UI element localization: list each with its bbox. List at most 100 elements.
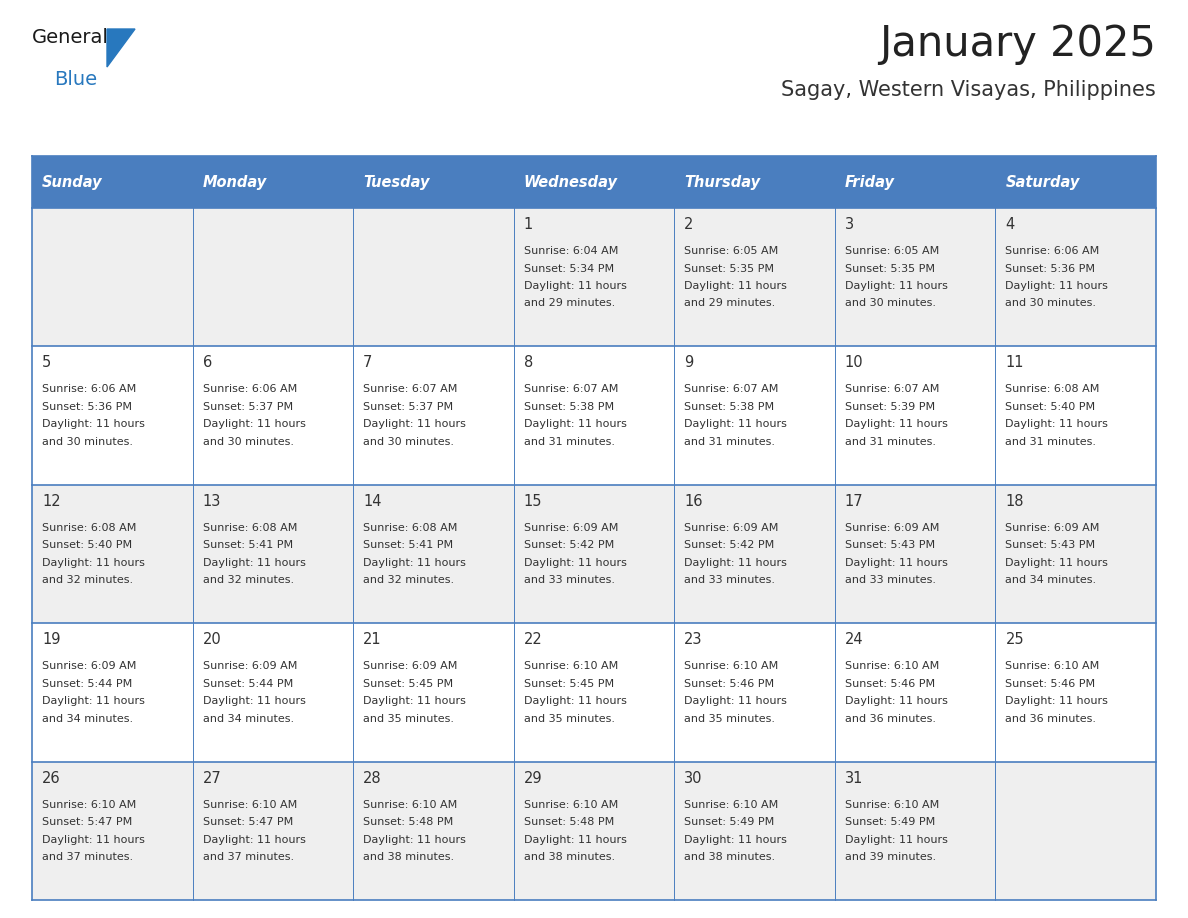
Bar xyxy=(835,156,996,208)
Text: Sunset: 5:41 PM: Sunset: 5:41 PM xyxy=(203,541,292,550)
Text: Sunrise: 6:09 AM: Sunrise: 6:09 AM xyxy=(524,522,618,532)
Text: Sunrise: 6:06 AM: Sunrise: 6:06 AM xyxy=(1005,246,1100,256)
Text: Daylight: 11 hours: Daylight: 11 hours xyxy=(684,834,788,845)
Text: Sunset: 5:45 PM: Sunset: 5:45 PM xyxy=(364,678,454,688)
Text: and 39 minutes.: and 39 minutes. xyxy=(845,852,936,862)
Text: Daylight: 11 hours: Daylight: 11 hours xyxy=(845,558,948,568)
Text: and 34 minutes.: and 34 minutes. xyxy=(42,713,133,723)
Text: Sagay, Western Visayas, Philippines: Sagay, Western Visayas, Philippines xyxy=(782,80,1156,100)
Bar xyxy=(513,156,675,208)
Bar xyxy=(675,208,835,346)
Text: Daylight: 11 hours: Daylight: 11 hours xyxy=(364,834,466,845)
Text: Sunset: 5:38 PM: Sunset: 5:38 PM xyxy=(684,402,775,412)
Bar xyxy=(675,346,835,485)
Text: Daylight: 11 hours: Daylight: 11 hours xyxy=(524,696,626,706)
Bar xyxy=(32,623,192,762)
Text: 2: 2 xyxy=(684,217,694,232)
Text: Sunrise: 6:10 AM: Sunrise: 6:10 AM xyxy=(524,800,618,810)
Text: January 2025: January 2025 xyxy=(879,23,1156,65)
Text: Daylight: 11 hours: Daylight: 11 hours xyxy=(42,696,145,706)
Text: Sunrise: 6:07 AM: Sunrise: 6:07 AM xyxy=(684,385,778,395)
Text: 24: 24 xyxy=(845,633,864,647)
Bar xyxy=(675,762,835,900)
Text: Sunrise: 6:05 AM: Sunrise: 6:05 AM xyxy=(845,246,939,256)
Text: Sunday: Sunday xyxy=(42,174,102,189)
Text: Sunset: 5:35 PM: Sunset: 5:35 PM xyxy=(845,263,935,274)
Text: Sunrise: 6:08 AM: Sunrise: 6:08 AM xyxy=(42,522,137,532)
Text: Sunset: 5:48 PM: Sunset: 5:48 PM xyxy=(524,817,614,827)
Text: 4: 4 xyxy=(1005,217,1015,232)
Text: and 33 minutes.: and 33 minutes. xyxy=(845,576,936,586)
Bar xyxy=(996,346,1156,485)
Text: Sunset: 5:44 PM: Sunset: 5:44 PM xyxy=(42,678,132,688)
Text: Daylight: 11 hours: Daylight: 11 hours xyxy=(684,420,788,430)
Text: and 30 minutes.: and 30 minutes. xyxy=(203,437,293,447)
Text: Daylight: 11 hours: Daylight: 11 hours xyxy=(203,420,305,430)
Bar xyxy=(513,346,675,485)
Bar xyxy=(513,485,675,623)
Bar xyxy=(675,623,835,762)
Bar xyxy=(353,762,513,900)
Text: 8: 8 xyxy=(524,355,533,370)
Text: Sunrise: 6:07 AM: Sunrise: 6:07 AM xyxy=(524,385,618,395)
Text: and 33 minutes.: and 33 minutes. xyxy=(524,576,614,586)
Text: and 35 minutes.: and 35 minutes. xyxy=(524,713,614,723)
Text: and 35 minutes.: and 35 minutes. xyxy=(684,713,776,723)
Text: 16: 16 xyxy=(684,494,703,509)
Bar xyxy=(996,156,1156,208)
Text: Daylight: 11 hours: Daylight: 11 hours xyxy=(845,420,948,430)
Text: Sunrise: 6:08 AM: Sunrise: 6:08 AM xyxy=(1005,385,1100,395)
Bar xyxy=(835,346,996,485)
Bar xyxy=(353,485,513,623)
Text: Sunset: 5:49 PM: Sunset: 5:49 PM xyxy=(845,817,935,827)
Text: and 36 minutes.: and 36 minutes. xyxy=(1005,713,1097,723)
Bar xyxy=(32,346,192,485)
Text: and 38 minutes.: and 38 minutes. xyxy=(684,852,776,862)
Text: Sunset: 5:35 PM: Sunset: 5:35 PM xyxy=(684,263,775,274)
Text: and 34 minutes.: and 34 minutes. xyxy=(203,713,293,723)
Text: Sunset: 5:39 PM: Sunset: 5:39 PM xyxy=(845,402,935,412)
Text: Sunrise: 6:09 AM: Sunrise: 6:09 AM xyxy=(1005,522,1100,532)
Bar xyxy=(32,485,192,623)
Text: Sunset: 5:36 PM: Sunset: 5:36 PM xyxy=(1005,263,1095,274)
Bar xyxy=(32,762,192,900)
Text: and 29 minutes.: and 29 minutes. xyxy=(524,298,615,308)
Text: Thursday: Thursday xyxy=(684,174,760,189)
Text: General: General xyxy=(32,28,109,47)
Bar xyxy=(32,208,192,346)
Text: Sunset: 5:40 PM: Sunset: 5:40 PM xyxy=(1005,402,1095,412)
Polygon shape xyxy=(107,29,135,67)
Bar xyxy=(353,156,513,208)
Bar xyxy=(192,346,353,485)
Text: Sunrise: 6:07 AM: Sunrise: 6:07 AM xyxy=(845,385,940,395)
Text: and 37 minutes.: and 37 minutes. xyxy=(203,852,293,862)
Text: Wednesday: Wednesday xyxy=(524,174,618,189)
Text: Sunset: 5:47 PM: Sunset: 5:47 PM xyxy=(42,817,132,827)
Text: Daylight: 11 hours: Daylight: 11 hours xyxy=(1005,420,1108,430)
Text: Blue: Blue xyxy=(53,70,97,89)
Text: Daylight: 11 hours: Daylight: 11 hours xyxy=(524,834,626,845)
Text: Sunrise: 6:10 AM: Sunrise: 6:10 AM xyxy=(845,800,939,810)
Bar xyxy=(513,762,675,900)
Text: Daylight: 11 hours: Daylight: 11 hours xyxy=(42,834,145,845)
Text: and 35 minutes.: and 35 minutes. xyxy=(364,713,454,723)
Text: 26: 26 xyxy=(42,770,61,786)
Text: Sunrise: 6:09 AM: Sunrise: 6:09 AM xyxy=(42,661,137,671)
Text: Sunset: 5:42 PM: Sunset: 5:42 PM xyxy=(524,541,614,550)
Text: Daylight: 11 hours: Daylight: 11 hours xyxy=(364,420,466,430)
Text: Sunset: 5:42 PM: Sunset: 5:42 PM xyxy=(684,541,775,550)
Text: and 33 minutes.: and 33 minutes. xyxy=(684,576,776,586)
Text: Sunrise: 6:10 AM: Sunrise: 6:10 AM xyxy=(42,800,137,810)
Text: and 32 minutes.: and 32 minutes. xyxy=(42,576,133,586)
Text: Daylight: 11 hours: Daylight: 11 hours xyxy=(364,558,466,568)
Text: Sunset: 5:37 PM: Sunset: 5:37 PM xyxy=(203,402,292,412)
Text: Sunrise: 6:09 AM: Sunrise: 6:09 AM xyxy=(684,522,778,532)
Text: and 31 minutes.: and 31 minutes. xyxy=(1005,437,1097,447)
Bar xyxy=(192,208,353,346)
Text: and 29 minutes.: and 29 minutes. xyxy=(684,298,776,308)
Text: 23: 23 xyxy=(684,633,703,647)
Text: Sunset: 5:45 PM: Sunset: 5:45 PM xyxy=(524,678,614,688)
Bar xyxy=(353,208,513,346)
Text: Daylight: 11 hours: Daylight: 11 hours xyxy=(42,558,145,568)
Bar xyxy=(996,208,1156,346)
